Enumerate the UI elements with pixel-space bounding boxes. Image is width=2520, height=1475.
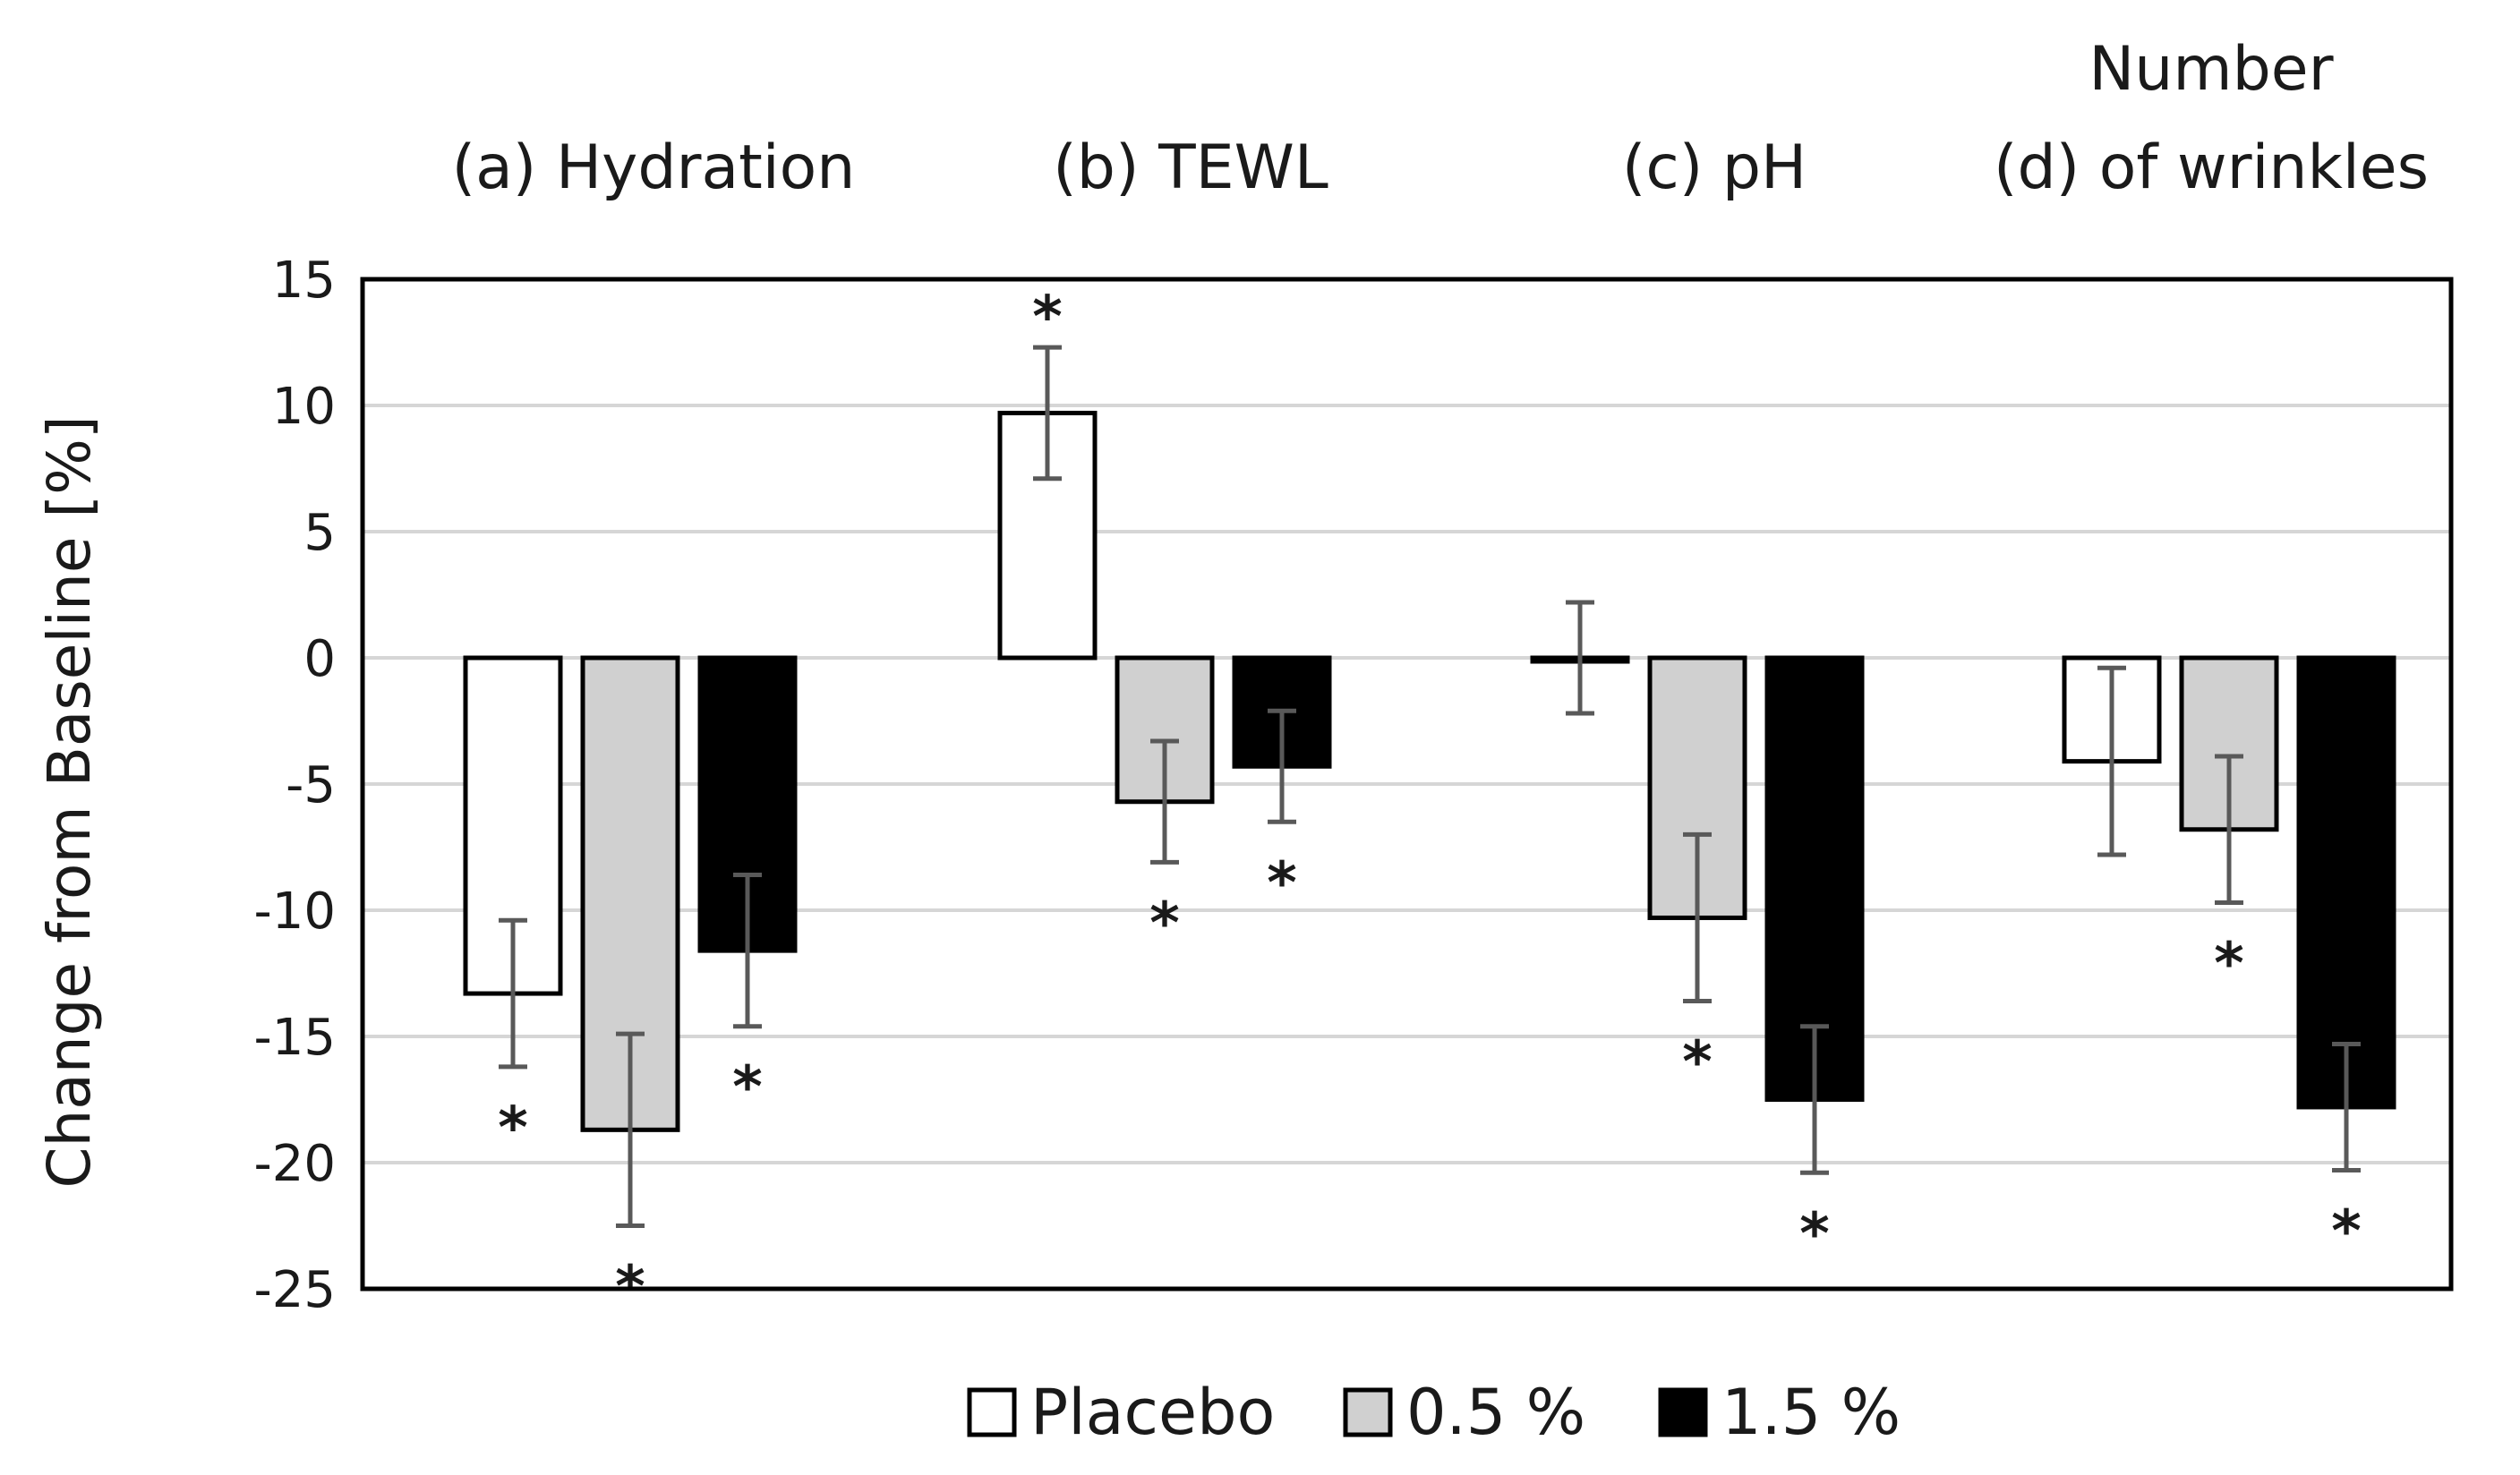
significance-star: * <box>732 1055 762 1121</box>
bars <box>463 410 2396 1132</box>
y-tick-label: -10 <box>254 882 336 941</box>
legend: Placebo 0.5 % 1.5 % <box>967 1376 1901 1449</box>
group-label: (c) pH <box>1622 132 1807 203</box>
group-label: (a) Hydration <box>452 132 856 203</box>
group-label: (b) TEWL <box>1053 132 1328 203</box>
significance-star: * <box>1149 891 1179 957</box>
legend-swatch <box>1658 1387 1708 1437</box>
y-tick-label: -25 <box>254 1261 336 1319</box>
significance-star: * <box>498 1096 527 1162</box>
significance-star: * <box>2214 932 2243 998</box>
y-tick-label: 5 <box>303 504 336 562</box>
legend-label: Placebo <box>1030 1376 1275 1449</box>
legend-swatch <box>967 1387 1017 1437</box>
group-label: (d) of wrinkles <box>1994 132 2429 203</box>
y-tick-label: -20 <box>254 1135 336 1193</box>
y-axis-ticks: 15 10 5 0 -5 -10 -15 -20 -25 <box>254 252 336 1319</box>
legend-label: 0.5 % <box>1406 1376 1585 1449</box>
significance-star: * <box>1799 1201 1829 1267</box>
legend-label: 1.5 % <box>1721 1376 1901 1449</box>
y-axis-label: Change from Baseline [%] <box>35 415 104 1188</box>
bar-2-3 <box>2296 655 2396 1110</box>
y-tick-label: 10 <box>272 378 336 436</box>
significance-star: * <box>2331 1198 2361 1265</box>
significance-markers: ********* * <box>498 285 2361 1320</box>
legend-swatch <box>1343 1387 1393 1437</box>
error-bars <box>499 345 2361 1228</box>
group-label: Number <box>2089 34 2333 105</box>
y-tick-label: -5 <box>286 756 336 814</box>
significance-star: * <box>1032 285 1062 351</box>
significance-star: * <box>1682 1030 1712 1096</box>
group-labels: (a) Hydration (b) TEWL (c) pH Number (d) of … <box>452 34 2429 203</box>
significance-star: * <box>1267 850 1296 917</box>
y-tick-label: 0 <box>303 630 336 688</box>
y-tick-label: -15 <box>254 1009 336 1067</box>
y-tick-label: 15 <box>272 252 336 310</box>
plot-frame <box>360 277 2454 1292</box>
